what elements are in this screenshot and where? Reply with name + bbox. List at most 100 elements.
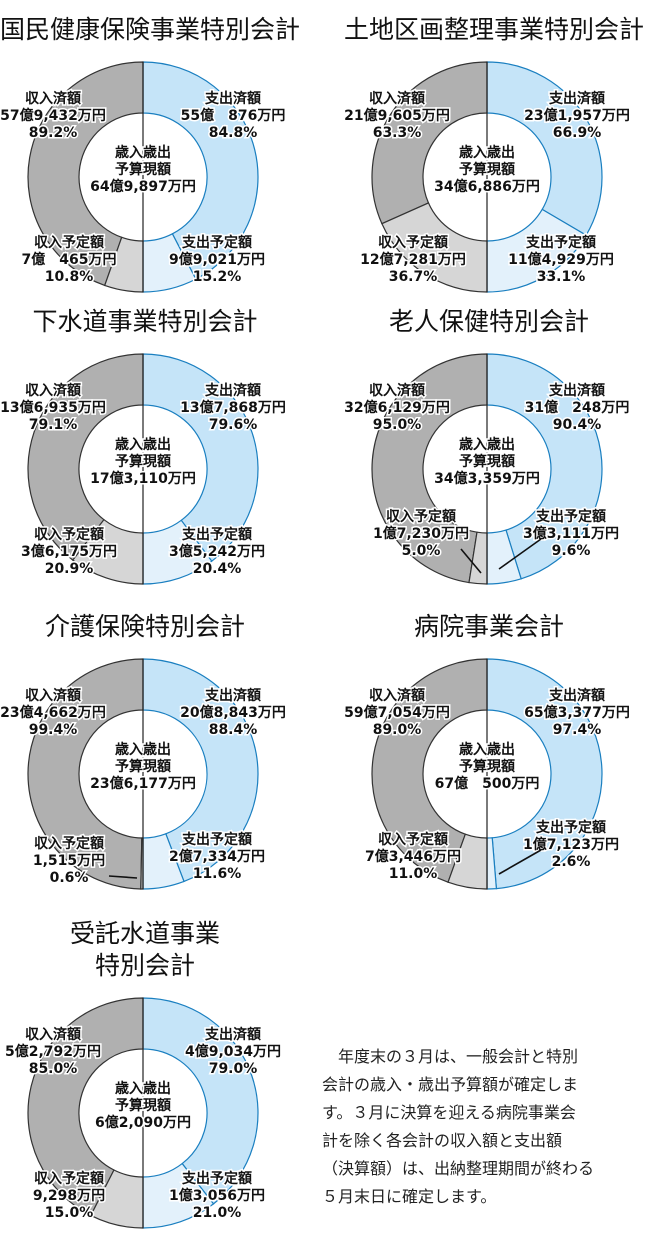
chart-title: 介護保険特別会計	[44, 612, 245, 641]
label-spent-planned-line: 9.6%	[552, 543, 591, 559]
label-spent-line: 支出済額	[548, 90, 605, 107]
label-spent: 支出済額 65億3,377万円 97.4%	[524, 687, 630, 738]
label-received-line: 99.4%	[29, 722, 78, 738]
label-received-planned-line: 0.6%	[50, 870, 89, 886]
center-label-line: 歳入歳出	[115, 144, 171, 161]
label-spent: 支出済額 13億7,868万円 79.6%	[180, 382, 286, 433]
chart-title: 受託水道事業	[69, 919, 220, 948]
label-received-planned: 収入予定額 7億 465万円 10.8%	[22, 234, 117, 285]
center-label: 歳入歳出予算現額 67億 500万円	[435, 741, 540, 792]
center-label-line: 67億 500万円	[435, 775, 540, 792]
chart-title: 特別会計	[94, 951, 195, 980]
center-label: 歳入歳出予算現額 17億3,110万円	[90, 436, 196, 487]
center-label-line: 予算現額	[115, 1097, 171, 1114]
note-line: 年度末の３月は、一般会計と特別	[322, 1047, 579, 1066]
label-spent-planned-line: 支出予定額	[181, 526, 252, 543]
label-spent-planned: 支出予定額 3億3,111万円 9.6%	[523, 508, 619, 559]
label-spent-line: 支出済額	[548, 382, 605, 399]
label-received-planned-line: 10.8%	[45, 269, 94, 285]
label-spent-line: 88.4%	[209, 722, 258, 738]
label-spent-line: 23億1,957万円	[524, 107, 630, 124]
leader-line	[460, 548, 482, 574]
label-received-planned-line: 7億 465万円	[22, 251, 117, 268]
label-received-planned-line: 7億3,446万円	[365, 848, 461, 865]
label-spent-planned-line: 33.1%	[537, 269, 586, 285]
label-received-line: 収入済額	[369, 90, 425, 107]
label-spent: 支出済額 31億 248万円 90.4%	[525, 382, 630, 433]
slice-received	[27, 353, 144, 561]
label-spent-line: 97.4%	[553, 722, 602, 738]
label-spent-line: 20億8,843万円	[180, 704, 286, 721]
label-received-line: 収入済額	[25, 687, 81, 704]
center-label-line: 歳入歳出	[459, 144, 515, 161]
label-spent-line: 31億 248万円	[525, 399, 630, 416]
slice-received	[27, 61, 144, 287]
slice-spent	[142, 61, 259, 280]
label-spent-planned-line: 支出予定額	[181, 1170, 252, 1187]
chart-panel: 介護保険特別会計歳入歳出予算現額 23億6,177万円 支出済額 20億8,843万円…	[0, 612, 320, 899]
label-received-line: 収入済額	[25, 90, 81, 107]
label-received: 収入済額 13億6,935万円 79.1%	[0, 382, 106, 433]
slice-received	[371, 658, 488, 883]
chart-panel: 病院事業会計 歳入歳出予算現額 67億 500万円 支出済額 65億3,377万円 97.…	[344, 612, 664, 899]
label-received-planned-line: 9,298万円	[33, 1188, 105, 1204]
label-spent-planned-line: 支出予定額	[535, 819, 606, 836]
slice-spent	[142, 353, 259, 563]
center-label-line: 予算現額	[459, 758, 515, 775]
label-received-planned-line: 収入予定額	[378, 234, 448, 251]
chart-title: 老人保健特別会計	[388, 307, 589, 336]
label-received-planned: 収入予定額 1億7,230万円 5.0%	[373, 508, 469, 559]
leader-line	[498, 538, 542, 570]
note-line: ５月末日に確定します。	[322, 1187, 497, 1206]
label-spent-line: 79.0%	[209, 1061, 258, 1077]
label-received-line: 32億6,129万円	[344, 399, 450, 416]
label-received: 収入済額 5億2,792万円 85.0%	[5, 1026, 101, 1077]
label-spent: 支出済額 55億 876万円 84.8%	[181, 90, 286, 141]
note-line: 計を除く各会計の収入額と支出額	[322, 1131, 563, 1150]
label-received-planned-line: 3億6,175万円	[21, 543, 117, 560]
center-label-line: 歳入歳出	[115, 436, 171, 453]
label-received-line: 収入済額	[25, 382, 81, 399]
leader-line	[108, 875, 138, 879]
center-label: 歳入歳出予算現額 34億3,359万円	[434, 436, 540, 487]
label-spent-planned-line: 3億3,111万円	[523, 525, 619, 542]
label-spent-planned-line: 20.4%	[193, 561, 242, 577]
slice-spent	[142, 997, 259, 1205]
label-received-planned-line: 1,515万円	[33, 853, 105, 869]
label-received-planned: 収入予定額 12億7,281万円 36.7%	[360, 234, 466, 285]
label-spent: 支出済額 23億1,957万円 66.9%	[524, 90, 630, 141]
label-spent-planned-line: 21.0%	[193, 1205, 242, 1221]
label-spent-planned-line: 2億7,334万円	[169, 848, 265, 865]
label-spent-planned-line: 9億9,021万円	[169, 251, 265, 268]
slice-received	[371, 61, 488, 225]
center-label-line: 23億6,177万円	[90, 775, 196, 792]
label-received-planned-line: 収入予定額	[34, 1170, 104, 1187]
chart-panel: 国民健康保険事業特別会計 歳入歳出予算現額 64億9,897万円 支出済額 55億 87…	[0, 15, 320, 302]
center-label-line: 予算現額	[115, 161, 171, 178]
label-spent-line: 90.4%	[553, 417, 602, 433]
label-received-line: 21億9,605万円	[344, 107, 450, 124]
label-received-planned-line: 12億7,281万円	[360, 251, 466, 268]
label-received-line: 57億9,432万円	[0, 107, 106, 124]
label-received-planned: 収入予定額 3億6,175万円 20.9%	[21, 526, 117, 577]
label-spent-planned-line: 支出予定額	[525, 234, 596, 251]
label-spent-line: 支出済額	[204, 382, 261, 399]
chart-panel: 老人保健特別会計 歳入歳出予算現額 34億3,359万円 支出済額 31億 248万円 9…	[344, 307, 664, 594]
label-received-line: 収入済額	[369, 687, 425, 704]
center-label-line: 予算現額	[115, 758, 171, 775]
center-label-line: 予算現額	[115, 453, 171, 470]
slice-spent	[142, 658, 259, 883]
label-spent-line: 65億3,377万円	[524, 704, 630, 721]
label-spent-planned-line: 11億4,929万円	[508, 251, 614, 268]
leader-line	[498, 849, 542, 875]
label-received-line: 79.1%	[29, 417, 78, 433]
label-received-planned-line: 11.0%	[389, 866, 438, 882]
label-spent-line: 66.9%	[553, 125, 602, 141]
slice-spent	[486, 61, 603, 237]
